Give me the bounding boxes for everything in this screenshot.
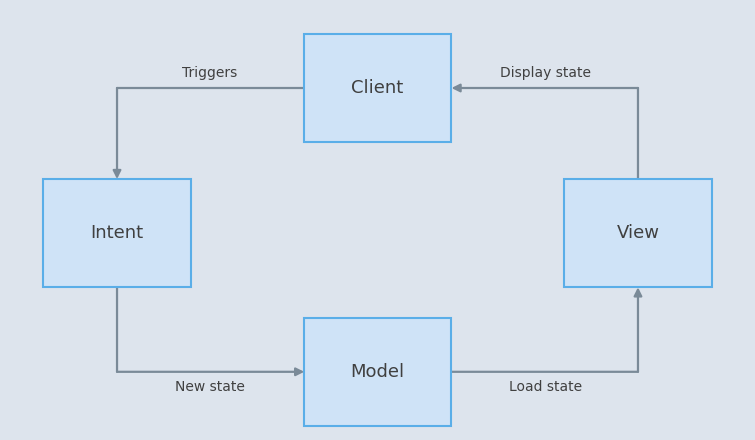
FancyBboxPatch shape	[304, 318, 451, 426]
Text: Triggers: Triggers	[182, 66, 238, 80]
Text: Load state: Load state	[509, 380, 581, 394]
FancyBboxPatch shape	[304, 34, 451, 142]
Text: Client: Client	[351, 79, 404, 97]
FancyBboxPatch shape	[43, 180, 190, 287]
Text: Model: Model	[350, 363, 405, 381]
Text: Display state: Display state	[500, 66, 590, 80]
Text: View: View	[617, 224, 659, 242]
Text: Intent: Intent	[91, 224, 143, 242]
Text: New state: New state	[175, 380, 245, 394]
FancyBboxPatch shape	[564, 180, 711, 287]
